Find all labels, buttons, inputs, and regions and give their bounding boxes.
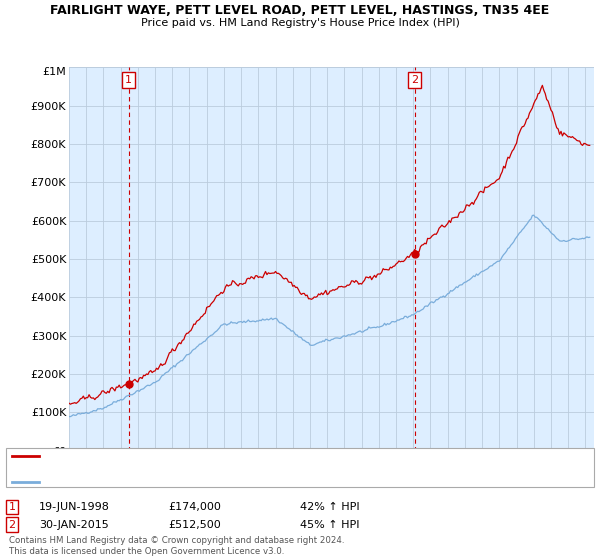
Text: £174,000: £174,000: [168, 502, 221, 512]
Text: 45% ↑ HPI: 45% ↑ HPI: [300, 520, 359, 530]
Text: FAIRLIGHT WAYE, PETT LEVEL ROAD, PETT LEVEL, HASTINGS, TN35 4EE (detached hous: FAIRLIGHT WAYE, PETT LEVEL ROAD, PETT LE…: [45, 451, 479, 461]
Text: 30-JAN-2015: 30-JAN-2015: [39, 520, 109, 530]
Text: FAIRLIGHT WAYE, PETT LEVEL ROAD, PETT LEVEL, HASTINGS, TN35 4EE: FAIRLIGHT WAYE, PETT LEVEL ROAD, PETT LE…: [50, 4, 550, 17]
Text: Contains HM Land Registry data © Crown copyright and database right 2024.
This d: Contains HM Land Registry data © Crown c…: [9, 536, 344, 556]
Text: 42% ↑ HPI: 42% ↑ HPI: [300, 502, 359, 512]
Text: Price paid vs. HM Land Registry's House Price Index (HPI): Price paid vs. HM Land Registry's House …: [140, 18, 460, 28]
Text: HPI: Average price, detached house, Rother: HPI: Average price, detached house, Roth…: [45, 477, 262, 487]
Text: 1: 1: [8, 502, 16, 512]
Text: 2: 2: [411, 75, 418, 85]
Text: 1: 1: [125, 75, 132, 85]
Text: 19-JUN-1998: 19-JUN-1998: [39, 502, 110, 512]
Text: £1M: £1M: [43, 67, 67, 77]
Text: 2: 2: [8, 520, 16, 530]
Text: £512,500: £512,500: [168, 520, 221, 530]
